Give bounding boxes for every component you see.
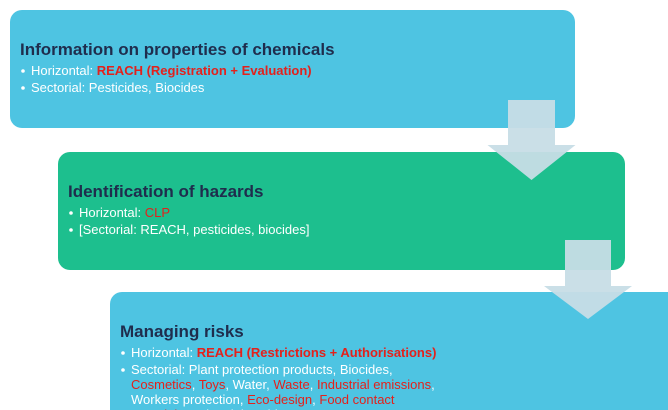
text-run: REACH (Registration + Evaluation) [97,63,312,78]
bullet-line: Sectorial: Pesticides, Biocides [31,80,205,95]
bullet-line: Horizontal: REACH (Restrictions + Author… [131,345,436,360]
arrow [544,240,632,319]
bullet-line: Workers protection, Eco-design, Food con… [131,392,395,407]
arrow [487,100,576,180]
text-run: Waste [273,377,309,392]
text-run: Sectorial: Pesticides, Biocides [31,80,205,95]
bullet-dot [21,86,25,90]
bullet-dot [69,211,73,215]
bullet-dot [121,368,125,372]
text-run: Eco-design [247,392,312,407]
bullet-dot [121,351,125,355]
text-run: Horizontal: [79,205,145,220]
text-run: Sectorial: Plant protection products, Bi… [131,362,393,377]
bullet-line: Horizontal: CLP [79,205,170,220]
text-run: [Sectorial: REACH, pesticides, biocides] [79,222,309,237]
text-run: Workers protection, [131,392,247,407]
text-run: , Water, [225,377,273,392]
text-run: CLP [145,205,170,220]
text-run: , Industrial accidents [184,407,303,410]
text-run: Cosmetics [131,377,192,392]
text-run: , [312,392,319,407]
box-title: Information on properties of chemicals [20,40,335,59]
text-run: Industrial emissions [317,377,432,392]
bullet-dot [21,69,25,73]
box [58,152,625,270]
text-run: , [431,377,435,392]
bullet-line: materials, Industrial accidents [131,407,303,410]
text-run: REACH (Restrictions + Authorisations) [197,345,437,360]
box-title: Identification of hazards [68,182,264,201]
text-run: Horizontal: [131,345,197,360]
bullet-line: [Sectorial: REACH, pesticides, biocides] [79,222,309,237]
text-run: Toys [199,377,226,392]
text-run: Horizontal: [31,63,97,78]
bullet-dot [69,228,73,232]
bullet-line: Horizontal: REACH (Registration + Evalua… [31,63,312,78]
text-run: , [192,377,199,392]
box [10,10,575,128]
text-run: Food contact [319,392,395,407]
box [110,292,668,410]
text-run: materials [131,407,184,410]
bullet-line: Sectorial: Plant protection products, Bi… [131,362,393,377]
text-run: , [310,377,317,392]
box-title: Managing risks [120,322,244,341]
bullet-line: Cosmetics, Toys, Water, Waste, Industria… [131,377,435,392]
